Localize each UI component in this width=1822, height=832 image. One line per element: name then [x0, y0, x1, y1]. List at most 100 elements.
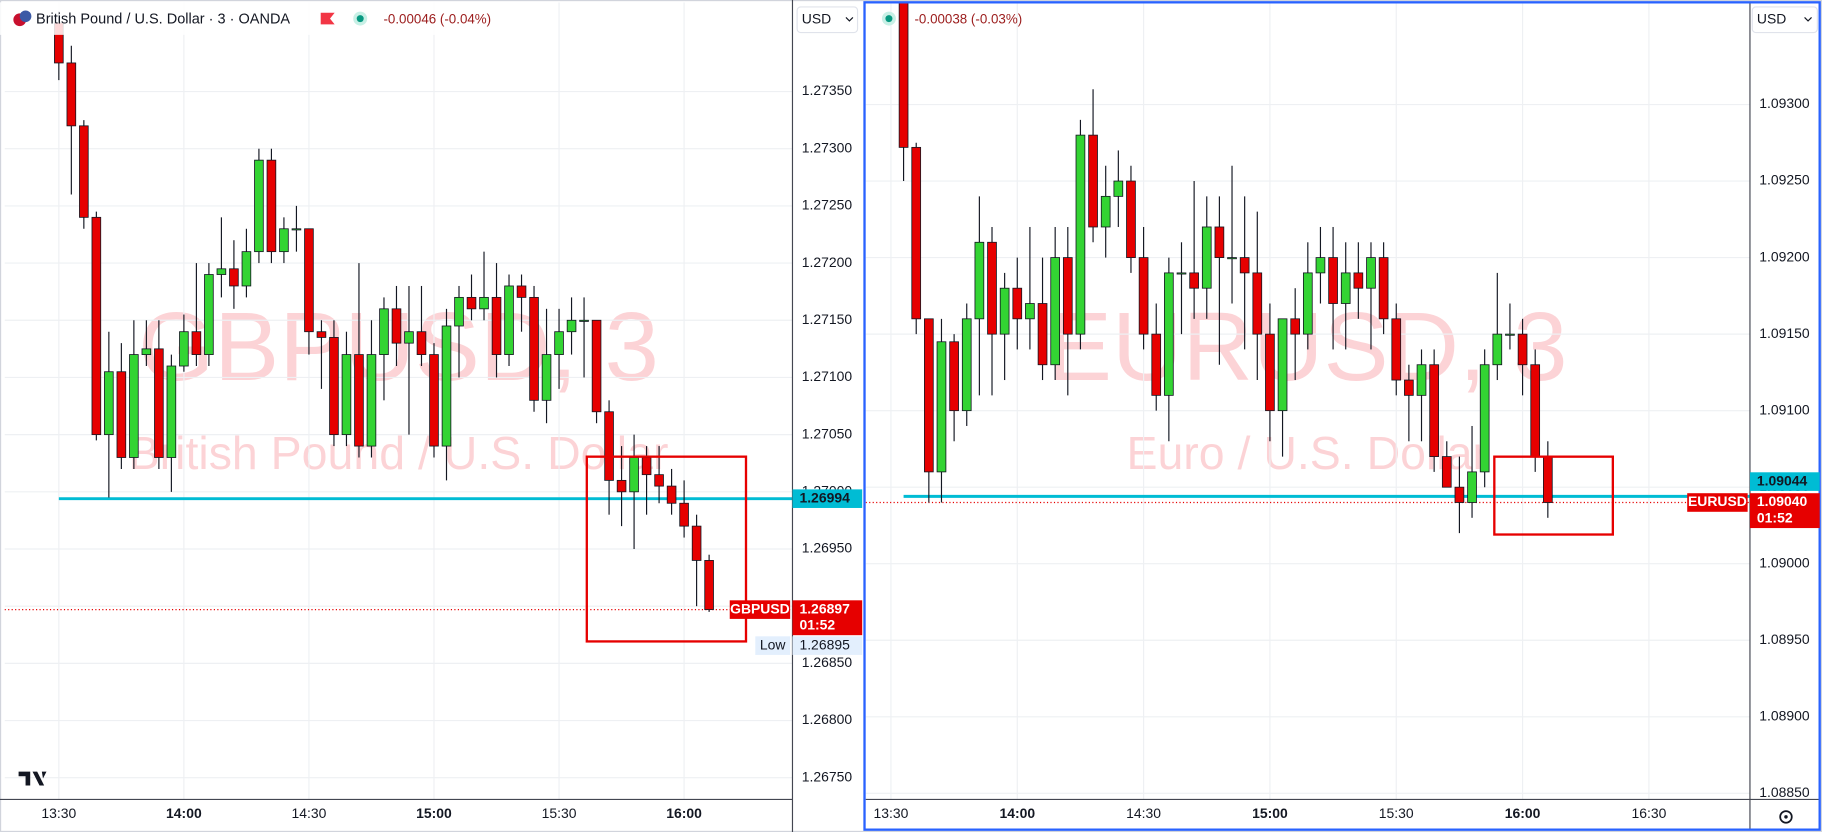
- settings-icon[interactable]: [1779, 810, 1793, 824]
- candle-body: [1543, 456, 1553, 503]
- candle-body: [304, 228, 314, 333]
- candle-body: [429, 354, 439, 447]
- x-tick-label: 15:00: [1252, 805, 1288, 821]
- candle-body: [79, 125, 89, 218]
- y-tick-label: 1.09000: [1759, 554, 1810, 570]
- candle-body: [987, 241, 997, 335]
- candle-body: [141, 348, 152, 355]
- candle-body: [654, 474, 664, 487]
- candle-body: [154, 348, 164, 458]
- y-tick-label: 1.08900: [1759, 707, 1810, 723]
- candle-body: [466, 296, 477, 310]
- candle-body: [1126, 180, 1136, 258]
- candle-body: [1302, 272, 1313, 335]
- currency-select[interactable]: [796, 6, 859, 34]
- last-price-bg: [1749, 493, 1820, 529]
- hline-label-bg: [792, 489, 863, 508]
- y-tick-label: 1.26950: [802, 540, 853, 556]
- y-tick-label: 1.27250: [802, 197, 853, 213]
- candle-body: [279, 228, 289, 253]
- candle-body: [491, 296, 502, 355]
- candle-body: [479, 296, 489, 310]
- candle-body: [579, 319, 589, 322]
- candle-body: [204, 274, 214, 355]
- y-tick-label: 1.09200: [1759, 248, 1810, 264]
- candle-body: [949, 341, 959, 412]
- candle-body: [354, 354, 364, 447]
- candle-body: [191, 331, 202, 355]
- candle-body: [961, 318, 972, 412]
- low-label: 1.26895: [799, 636, 850, 652]
- y-tick-label: 1.27300: [802, 139, 853, 155]
- active-panel-border: [863, 1, 1821, 831]
- y-tick-label: 1.09100: [1759, 401, 1810, 417]
- candle-body: [1252, 272, 1263, 335]
- y-tick-label: 1.26850: [802, 654, 853, 670]
- annotation-box[interactable]: [585, 455, 748, 643]
- logo[interactable]: [18, 771, 47, 786]
- symbol-tag: GBPUSD: [730, 600, 790, 616]
- candle-body: [216, 268, 227, 275]
- candle-body: [91, 216, 102, 436]
- candle-body: [329, 337, 339, 436]
- x-tick-label: 16:30: [1631, 805, 1666, 821]
- low-tag-bg: [755, 636, 791, 655]
- candle-body: [554, 331, 564, 355]
- candle-body: [704, 560, 714, 611]
- candle-body: [1227, 257, 1237, 260]
- currency[interactable]: USD: [1757, 10, 1786, 26]
- candle-body: [179, 331, 189, 367]
- candle-body: [366, 354, 377, 447]
- candle-body: [1151, 333, 1162, 396]
- x-tick-label: 14:30: [291, 805, 326, 821]
- candle-body: [116, 371, 127, 458]
- x-tick-label: 15:30: [542, 805, 577, 821]
- candle-body: [129, 354, 139, 458]
- candle-body: [416, 331, 427, 355]
- candle-body: [641, 457, 652, 476]
- candle-body: [1441, 456, 1452, 488]
- candle-body: [1100, 195, 1111, 228]
- candle-body: [541, 354, 552, 401]
- symbol-title[interactable]: British Pound / U.S. Dollar · 3 · OANDA: [36, 12, 290, 28]
- candle-body: [66, 62, 77, 127]
- candle-body: [1479, 364, 1490, 473]
- y-tick-label: 1.26800: [802, 711, 853, 727]
- dropdown-icon[interactable]: [1804, 17, 1812, 22]
- candle-body: [516, 285, 527, 298]
- candle-body: [241, 251, 252, 287]
- dropdown-icon[interactable]: [845, 17, 854, 22]
- annotation-box[interactable]: [1493, 455, 1615, 536]
- y-tick-label: 1.27050: [802, 425, 853, 441]
- plot-area: [4, 2, 793, 800]
- candle-body: [911, 146, 922, 320]
- countdown: 01:52: [1757, 509, 1793, 525]
- x-tick-label: 14:00: [166, 805, 202, 821]
- candle-body: [1277, 318, 1288, 412]
- candle-body: [566, 319, 577, 333]
- candle-body: [1366, 257, 1376, 289]
- candle-body: [391, 308, 402, 344]
- currency-select[interactable]: [1751, 6, 1818, 34]
- candle-body: [629, 457, 639, 493]
- candle-body: [1290, 318, 1301, 335]
- y-tick-label: 1.08850: [1759, 784, 1810, 800]
- flag-marker[interactable]: [320, 12, 335, 25]
- x-tick-label: 15:30: [1379, 805, 1414, 821]
- symbol-tag-bg: [729, 600, 791, 619]
- price-change: -0.00038 (-0.03%): [914, 11, 1022, 26]
- hline-label: 1.26994: [799, 489, 850, 505]
- candle-body: [166, 365, 177, 458]
- candle-body: [454, 296, 464, 327]
- candle-body: [679, 502, 689, 527]
- currency[interactable]: USD: [802, 10, 831, 26]
- candle-body: [291, 228, 302, 231]
- candle-body: [504, 285, 514, 355]
- y-tick-label: 1.09150: [1759, 325, 1810, 341]
- settings-icon[interactable]: [1784, 815, 1788, 819]
- candle-body: [1239, 257, 1250, 274]
- candle-body: [1012, 287, 1023, 320]
- low-tag: Low: [760, 636, 787, 652]
